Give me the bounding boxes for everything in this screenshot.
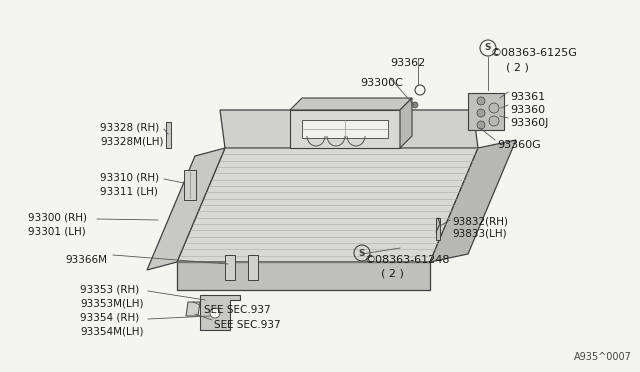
Text: 93354M(LH): 93354M(LH) — [80, 326, 143, 336]
Polygon shape — [430, 140, 516, 262]
Polygon shape — [400, 98, 412, 148]
Text: 93366M: 93366M — [65, 255, 107, 265]
Text: SEE SEC.937: SEE SEC.937 — [214, 320, 280, 330]
Text: 93353M(LH): 93353M(LH) — [80, 298, 143, 308]
Text: 93353 (RH): 93353 (RH) — [80, 285, 140, 295]
Polygon shape — [290, 110, 400, 148]
Text: ©08363-61248: ©08363-61248 — [365, 255, 451, 265]
Polygon shape — [177, 148, 478, 262]
Text: 93328M(LH): 93328M(LH) — [100, 136, 163, 146]
Polygon shape — [186, 302, 200, 316]
Polygon shape — [468, 93, 504, 130]
Polygon shape — [290, 98, 412, 110]
Text: 93361: 93361 — [510, 92, 545, 102]
Circle shape — [489, 116, 499, 126]
Polygon shape — [220, 110, 478, 148]
Text: 93360: 93360 — [510, 105, 545, 115]
Text: ( 2 ): ( 2 ) — [506, 62, 529, 72]
Text: 93328 (RH): 93328 (RH) — [100, 123, 159, 133]
Text: 93310 (RH): 93310 (RH) — [100, 173, 159, 183]
Polygon shape — [248, 255, 258, 280]
Polygon shape — [200, 295, 240, 330]
Circle shape — [412, 102, 418, 108]
Text: 93833(LH): 93833(LH) — [452, 229, 507, 239]
Text: S: S — [359, 248, 365, 257]
Text: 93360J: 93360J — [510, 118, 548, 128]
Text: 93300C: 93300C — [360, 78, 403, 88]
Text: A935^0007: A935^0007 — [574, 352, 632, 362]
Circle shape — [477, 121, 485, 129]
Text: 93360G: 93360G — [497, 140, 541, 150]
Circle shape — [477, 109, 485, 117]
Polygon shape — [166, 122, 171, 148]
Text: SEE SEC.937: SEE SEC.937 — [204, 305, 271, 315]
Text: 93354 (RH): 93354 (RH) — [80, 313, 140, 323]
Circle shape — [210, 308, 220, 318]
Text: ©08363-6125G: ©08363-6125G — [490, 48, 577, 58]
Circle shape — [489, 103, 499, 113]
Text: 93300 (RH): 93300 (RH) — [28, 213, 87, 223]
Text: 93362: 93362 — [390, 58, 425, 68]
Polygon shape — [177, 262, 430, 290]
Polygon shape — [184, 170, 196, 200]
Text: 93301 (LH): 93301 (LH) — [28, 226, 86, 236]
Polygon shape — [147, 148, 225, 270]
Polygon shape — [302, 120, 388, 138]
Text: 93311 (LH): 93311 (LH) — [100, 186, 158, 196]
Text: ( 2 ): ( 2 ) — [381, 268, 404, 278]
Text: S: S — [484, 44, 492, 52]
Text: 93832(RH): 93832(RH) — [452, 216, 508, 226]
Polygon shape — [225, 255, 235, 280]
Polygon shape — [436, 218, 440, 240]
Circle shape — [477, 97, 485, 105]
